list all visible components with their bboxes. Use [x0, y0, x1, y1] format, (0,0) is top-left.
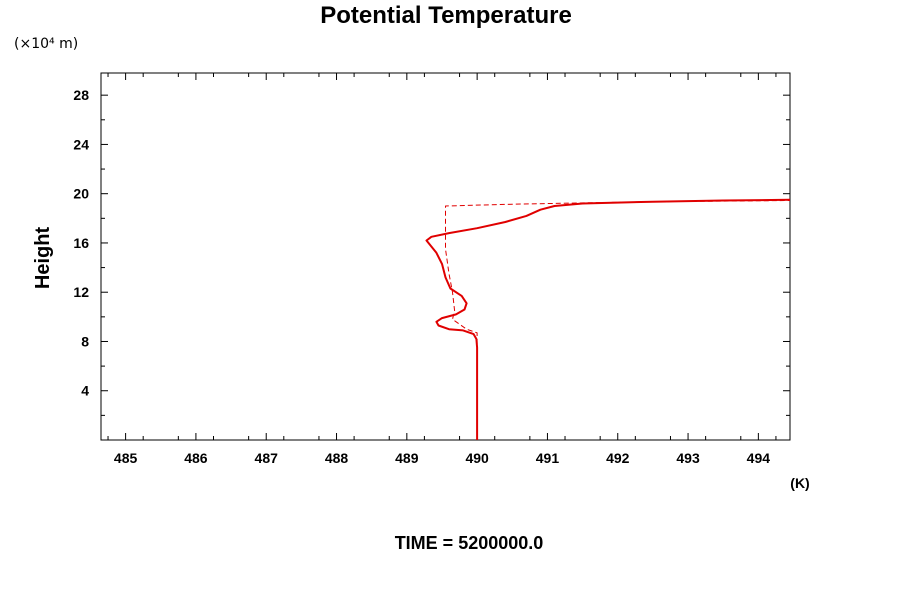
x-tick-label: 485 — [114, 450, 138, 466]
x-tick-label: 492 — [606, 450, 630, 466]
x-tick-label: 486 — [184, 450, 208, 466]
y-tick-label: 16 — [73, 235, 89, 251]
plot-frame — [100, 72, 791, 441]
data-lines — [425, 198, 791, 440]
x-tick-label: 491 — [536, 450, 560, 466]
x-tick-label: 493 — [676, 450, 700, 466]
dashed-series-line — [445, 200, 791, 440]
y-tick-label: 4 — [81, 383, 89, 399]
axis-ticks — [101, 73, 790, 440]
y-tick-label: 12 — [73, 284, 89, 300]
y-tick-label: 24 — [73, 136, 89, 152]
x-tick-label: 487 — [255, 450, 279, 466]
x-tick-label: 490 — [465, 450, 489, 466]
x-tick-label: 494 — [747, 450, 771, 466]
solid-series-line — [425, 198, 791, 440]
x-tick-label: 489 — [395, 450, 419, 466]
x-tick-labels: 485 486 487 488 489 490 491 492 493 494 — [114, 450, 770, 466]
x-tick-label: 488 — [325, 450, 349, 466]
time-label: TIME = 5200000.0 — [395, 533, 544, 553]
chart-title: Potential Temperature — [320, 2, 572, 29]
y-tick-label: 28 — [73, 87, 89, 103]
y-axis-label: Height — [32, 227, 54, 290]
y-axis-unit: (×10⁴ m) — [14, 36, 78, 52]
y-tick-label: 20 — [73, 186, 89, 202]
y-tick-labels: 4 8 12 16 20 24 28 — [73, 87, 89, 399]
x-axis-unit: (K) — [790, 475, 809, 491]
y-tick-label: 8 — [81, 333, 89, 349]
